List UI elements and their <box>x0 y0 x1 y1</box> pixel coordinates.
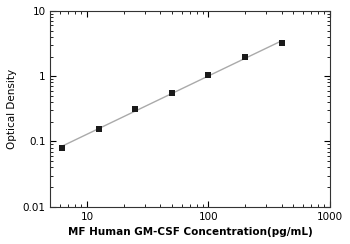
Y-axis label: Optical Density: Optical Density <box>7 69 17 149</box>
X-axis label: MF Human GM-CSF Concentration(pg/mL): MF Human GM-CSF Concentration(pg/mL) <box>68 227 313 237</box>
Point <box>242 55 248 59</box>
Point <box>133 107 138 111</box>
Point <box>60 146 65 150</box>
Point <box>206 73 211 77</box>
Point <box>169 91 175 95</box>
Point <box>279 41 285 45</box>
Point <box>96 127 101 131</box>
